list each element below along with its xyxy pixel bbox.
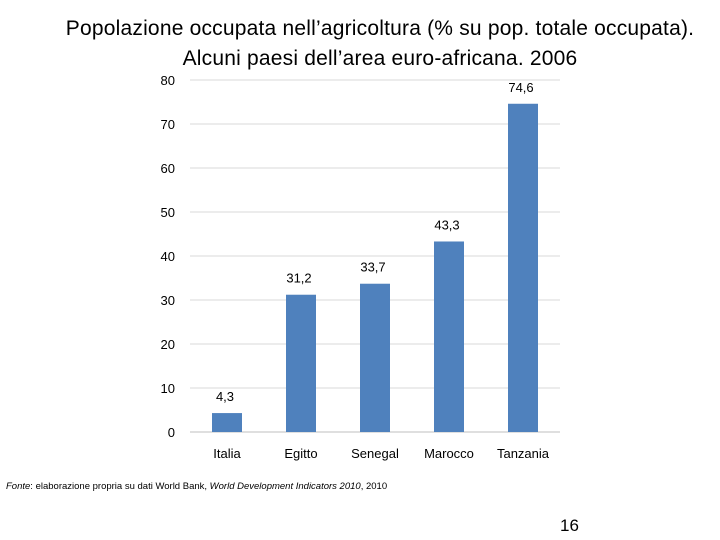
y-tick-label: 70 <box>161 117 175 132</box>
y-tick-label: 20 <box>161 337 175 352</box>
data-label: 33,7 <box>360 260 385 275</box>
data-label: 4,3 <box>216 389 234 404</box>
x-tick-label: Italia <box>213 446 241 461</box>
source-note: Fonte: elaborazione propria su dati Worl… <box>6 481 387 492</box>
y-tick-label: 80 <box>161 73 175 88</box>
source-publication: World Development Indicators 2010 <box>209 481 361 492</box>
x-tick-label: Senegal <box>351 446 399 461</box>
bar <box>212 413 242 432</box>
data-label: 43,3 <box>434 217 459 232</box>
bar <box>286 294 316 432</box>
bar <box>508 103 538 432</box>
page-number: 16 <box>560 516 579 535</box>
data-label: 74,6 <box>508 80 533 95</box>
data-label: 31,2 <box>286 271 311 286</box>
x-tick-label: Tanzania <box>497 446 550 461</box>
y-tick-label: 40 <box>161 249 175 264</box>
bar <box>360 283 390 432</box>
chart-title: Popolazione occupata nell’agricoltura (%… <box>65 17 695 70</box>
y-tick-label: 30 <box>161 293 175 308</box>
source-label: Fonte <box>6 481 31 492</box>
y-tick-label: 0 <box>168 425 175 440</box>
y-tick-label: 60 <box>161 161 175 176</box>
source-text: : elaborazione propria su dati World Ban… <box>30 481 210 492</box>
bar <box>434 241 464 432</box>
x-tick-label: Marocco <box>424 446 474 461</box>
y-tick-label: 10 <box>161 381 175 396</box>
y-tick-label: 50 <box>161 205 175 220</box>
source-year: , 2010 <box>360 481 388 492</box>
x-tick-label: Egitto <box>284 446 317 461</box>
